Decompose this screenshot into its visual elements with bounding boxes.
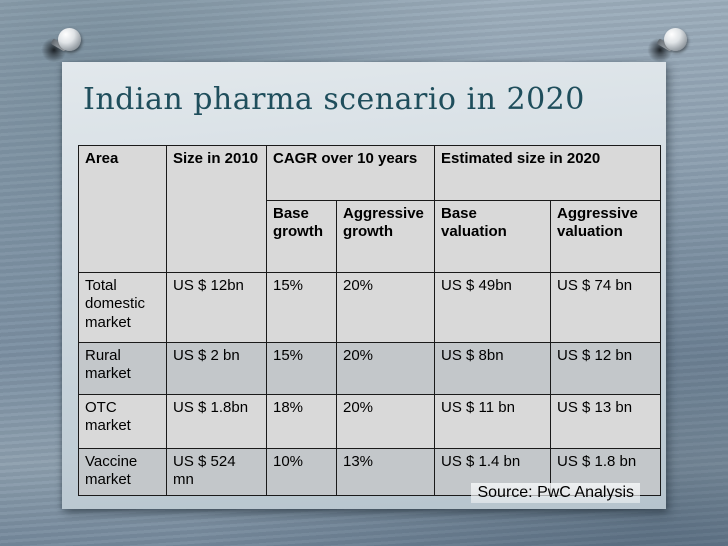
cell-aggressive-valuation: US $ 12 bn: [550, 342, 661, 395]
cell-area: Vaccine market: [78, 448, 167, 496]
header-aggressive-growth: Aggressive growth: [336, 200, 435, 273]
cell-area: Rural market: [78, 342, 167, 395]
slide-card: Indian pharma scenario in 2020 Area Size…: [62, 62, 666, 509]
cell-aggressive-growth: 20%: [336, 272, 435, 343]
header-size-2010: Size in 2010: [166, 145, 267, 273]
pushpin-ball: [58, 28, 81, 51]
table-header-row-2: Base growth Aggressive growth Base valua…: [79, 200, 661, 273]
header-base-growth: Base growth: [266, 200, 337, 273]
header-cagr: CAGR over 10 years: [266, 145, 435, 201]
table-row: Total domestic market US $ 12bn 15% 20% …: [78, 272, 661, 343]
pushpin-right-icon: [646, 26, 692, 68]
cell-area: Total domestic market: [78, 272, 167, 343]
table-row: OTC market US $ 1.8bn 18% 20% US $ 11 bn…: [78, 394, 661, 449]
cell-base-valuation: US $ 11 bn: [434, 394, 551, 449]
header-estimated-size-2020: Estimated size in 2020: [434, 145, 661, 201]
cell-size: US $ 1.8bn: [166, 394, 267, 449]
cell-size: US $ 2 bn: [166, 342, 267, 395]
page-title: Indian pharma scenario in 2020: [83, 82, 585, 117]
cell-size: US $ 524 mn: [166, 448, 267, 496]
pharma-scenario-table: Area Size in 2010 CAGR over 10 years Est…: [78, 145, 661, 496]
header-base-valuation: Base valuation: [434, 200, 551, 273]
cell-aggressive-growth: 20%: [336, 394, 435, 449]
cell-base-valuation: US $ 49bn: [434, 272, 551, 343]
table-row: Rural market US $ 2 bn 15% 20% US $ 8bn …: [78, 342, 661, 395]
cell-base-growth: 15%: [266, 342, 337, 395]
cell-size: US $ 12bn: [166, 272, 267, 343]
header-aggressive-valuation: Aggressive valuation: [550, 200, 661, 273]
cell-aggressive-valuation: US $ 74 bn: [550, 272, 661, 343]
cell-aggressive-valuation: US $ 13 bn: [550, 394, 661, 449]
header-area: Area: [78, 145, 167, 273]
cell-base-growth: 15%: [266, 272, 337, 343]
cell-area: OTC market: [78, 394, 167, 449]
cell-aggressive-growth: 13%: [336, 448, 435, 496]
table-header-row-1: Area Size in 2010 CAGR over 10 years Est…: [78, 145, 661, 273]
table-row: Vaccine market US $ 524 mn 10% 13% US $ …: [78, 448, 661, 496]
pushpin-left-icon: [40, 26, 86, 68]
cell-base-growth: 10%: [266, 448, 337, 496]
cell-base-valuation: US $ 8bn: [434, 342, 551, 395]
cell-aggressive-growth: 20%: [336, 342, 435, 395]
source-attribution: Source: PwC Analysis: [471, 483, 640, 503]
cell-base-growth: 18%: [266, 394, 337, 449]
pushpin-ball: [664, 28, 687, 51]
